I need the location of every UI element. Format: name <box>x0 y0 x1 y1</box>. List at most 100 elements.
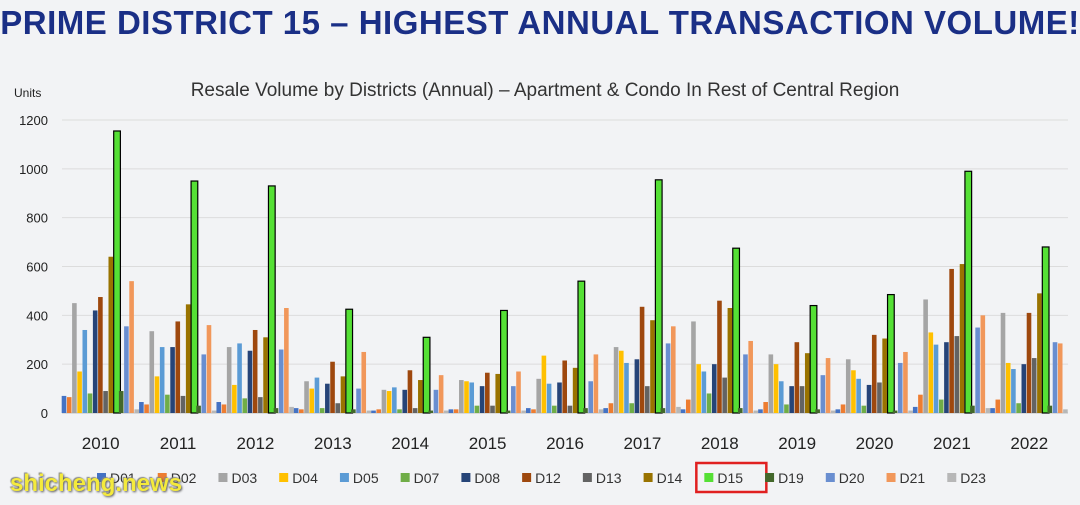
bar-D01-2017 <box>603 408 608 413</box>
bar-D03-2021 <box>923 299 928 413</box>
bar-D15-2017 <box>654 179 663 414</box>
bar-D12-2015 <box>485 372 490 413</box>
bar-D01-2020 <box>835 409 841 413</box>
legend-label-D01: D01 <box>110 470 136 486</box>
bar-D21-2011 <box>206 325 212 413</box>
bar-D12-2014 <box>407 370 413 413</box>
bar-D12-2020 <box>871 334 877 413</box>
legend-label-D15: D15 <box>717 470 743 486</box>
bar-D04-2017 <box>618 350 624 413</box>
bar-D13-2016 <box>567 405 573 413</box>
bar-D07-2016 <box>552 405 557 413</box>
bar-D23-2013 <box>366 410 372 413</box>
x-tick-label: 2017 <box>623 434 661 453</box>
legend-swatch-D08 <box>461 473 471 482</box>
x-tick-label: 2019 <box>778 434 816 453</box>
bar-D21-2014 <box>438 375 444 413</box>
bar-D03-2013 <box>304 381 309 413</box>
legend-swatch-D14 <box>643 473 653 482</box>
bar-D15-2022 <box>1041 246 1050 414</box>
x-tick-label: 2018 <box>701 434 739 453</box>
bar-D20-2011 <box>201 354 207 413</box>
bar-D04-2015 <box>464 381 469 413</box>
legend-label-D23: D23 <box>960 470 986 486</box>
bar-D21-2015 <box>516 371 521 413</box>
bar-D23-2022 <box>1063 409 1068 413</box>
bar-D13-2011 <box>180 395 186 413</box>
y-axis-label: Units <box>14 86 41 100</box>
bar-D07-2018 <box>706 393 712 413</box>
bar-D23-2018 <box>753 410 759 413</box>
bar-D13-2015 <box>490 405 495 413</box>
legend-swatch-D23 <box>947 473 957 482</box>
x-tick-label: 2020 <box>856 434 894 453</box>
bar-D03-2018 <box>691 321 696 413</box>
bar-D03-2014 <box>381 389 387 413</box>
bar-D08-2012 <box>247 350 253 413</box>
legend-swatch-D13 <box>582 473 592 482</box>
watermark-text: shicheng.news <box>10 470 183 497</box>
bar-D19-2020 <box>892 410 898 413</box>
bar-D02-2017 <box>608 403 614 413</box>
bar-D12-2017 <box>639 306 645 413</box>
bar-D23-2012 <box>289 406 294 413</box>
legend-swatch-D19 <box>765 473 775 482</box>
bar-D02-2011 <box>144 404 149 413</box>
x-tick-label: 2015 <box>469 434 507 453</box>
bar-D07-2010 <box>87 393 93 413</box>
bar-D03-2020 <box>845 359 851 413</box>
bar-D13-2017 <box>644 386 650 413</box>
bar-D08-2018 <box>711 364 717 413</box>
bar-D21-2020 <box>903 351 908 413</box>
bar-D14-2016 <box>572 367 578 413</box>
bar-D02-2012 <box>221 404 227 413</box>
bar-D05-2017 <box>624 362 629 413</box>
bar-D02-2013 <box>299 409 304 413</box>
bar-D04-2012 <box>232 384 237 413</box>
bar-D03-2019 <box>768 354 774 413</box>
bar-D01-2019 <box>758 409 763 413</box>
y-tick-label: 1200 <box>19 113 48 128</box>
bar-D01-2012 <box>216 402 222 413</box>
bar-D02-2020 <box>840 404 846 413</box>
legend: D01 D02 D03 D04 D05 D07 D08 D12 D13 D14 D15 D19 D20 D… <box>97 461 986 494</box>
bar-D12-2013 <box>330 361 335 413</box>
bar-D15-2012 <box>267 185 276 414</box>
bar-D01-2014 <box>371 410 376 413</box>
bar-D20-2016 <box>588 381 593 413</box>
legend-swatch-D12 <box>522 473 532 482</box>
bar-D08-2011 <box>170 347 175 413</box>
bar-D20-2018 <box>743 354 748 413</box>
legend-label-D03: D03 <box>231 470 257 486</box>
bar-D01-2011 <box>139 402 144 413</box>
bar-D07-2014 <box>397 409 402 413</box>
bar-D08-2015 <box>479 386 485 413</box>
bar-D15-2019 <box>809 304 818 414</box>
legend-label-D12: D12 <box>535 470 561 486</box>
bar-D13-2014 <box>412 408 418 413</box>
bar-D01-2021 <box>912 406 918 413</box>
bar-D07-2021 <box>938 399 944 413</box>
bar-D19-2010 <box>118 391 124 413</box>
bar-D20-2010 <box>124 326 129 413</box>
bar-D15-2015 <box>500 309 508 414</box>
bar-D21-2013 <box>361 351 367 413</box>
bar-D02-2015 <box>453 409 459 413</box>
bar-D04-2018 <box>696 364 701 413</box>
bar-D13-2022 <box>1031 358 1037 413</box>
bar-D19-2012 <box>273 408 279 413</box>
bar-D12-2019 <box>794 342 800 413</box>
bar-D05-2012 <box>237 343 242 413</box>
bar-D01-2010 <box>61 395 67 413</box>
bar-D05-2022 <box>1011 369 1016 413</box>
bar-D03-2016 <box>536 378 541 413</box>
bar-D15-2016 <box>577 280 586 414</box>
bar-D08-2019 <box>789 386 794 413</box>
bar-D19-2022 <box>1047 405 1053 413</box>
bar-D02-2022 <box>995 399 1001 413</box>
bar-D20-2022 <box>1052 342 1058 413</box>
bar-D23-2015 <box>521 410 527 413</box>
bar-D15-2018 <box>732 247 741 414</box>
bar-D14-2010 <box>108 256 114 413</box>
bar-D05-2018 <box>701 371 707 413</box>
